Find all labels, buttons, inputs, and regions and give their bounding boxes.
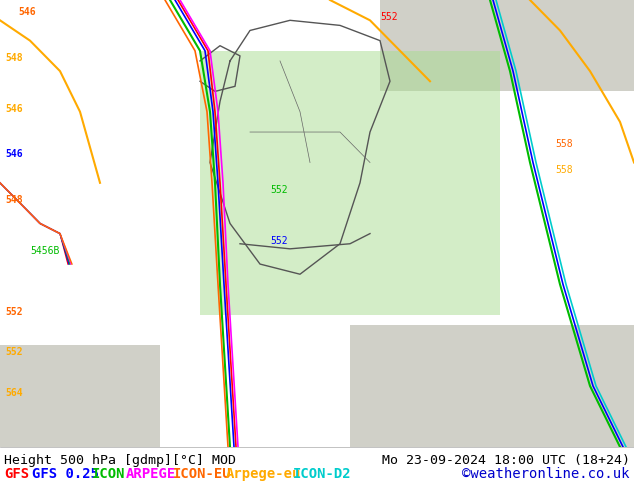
Text: 552: 552 [380,12,398,23]
Text: GFS: GFS [4,467,29,481]
FancyBboxPatch shape [0,345,160,447]
Text: 558: 558 [555,165,573,174]
Text: ICON-D2: ICON-D2 [292,467,351,481]
Text: ICON-EU: ICON-EU [172,467,231,481]
Text: 546: 546 [18,7,36,17]
Text: 548: 548 [5,53,23,63]
Text: 552: 552 [5,307,23,317]
Text: 552: 552 [270,185,288,195]
FancyBboxPatch shape [380,0,634,92]
Text: 546: 546 [5,149,23,159]
Text: 564: 564 [5,388,23,398]
Text: 552: 552 [5,347,23,358]
FancyBboxPatch shape [350,325,634,447]
Text: ICON: ICON [91,467,125,481]
Text: Mo 23-09-2024 18:00 UTC (18+24): Mo 23-09-2024 18:00 UTC (18+24) [382,454,630,467]
Text: ARPEGE: ARPEGE [126,467,176,481]
Text: Arpege-eu: Arpege-eu [226,467,301,481]
Text: 558: 558 [555,139,573,149]
Text: ©weatheronline.co.uk: ©weatheronline.co.uk [462,467,630,481]
FancyBboxPatch shape [200,51,500,315]
Text: 546: 546 [5,104,23,114]
Text: GFS 0.25: GFS 0.25 [32,467,98,481]
Text: 5456B: 5456B [30,246,60,256]
Text: 548: 548 [5,195,23,205]
Text: 552: 552 [270,236,288,246]
Text: Height 500 hPa [gdmp][°C] MOD: Height 500 hPa [gdmp][°C] MOD [4,454,236,467]
